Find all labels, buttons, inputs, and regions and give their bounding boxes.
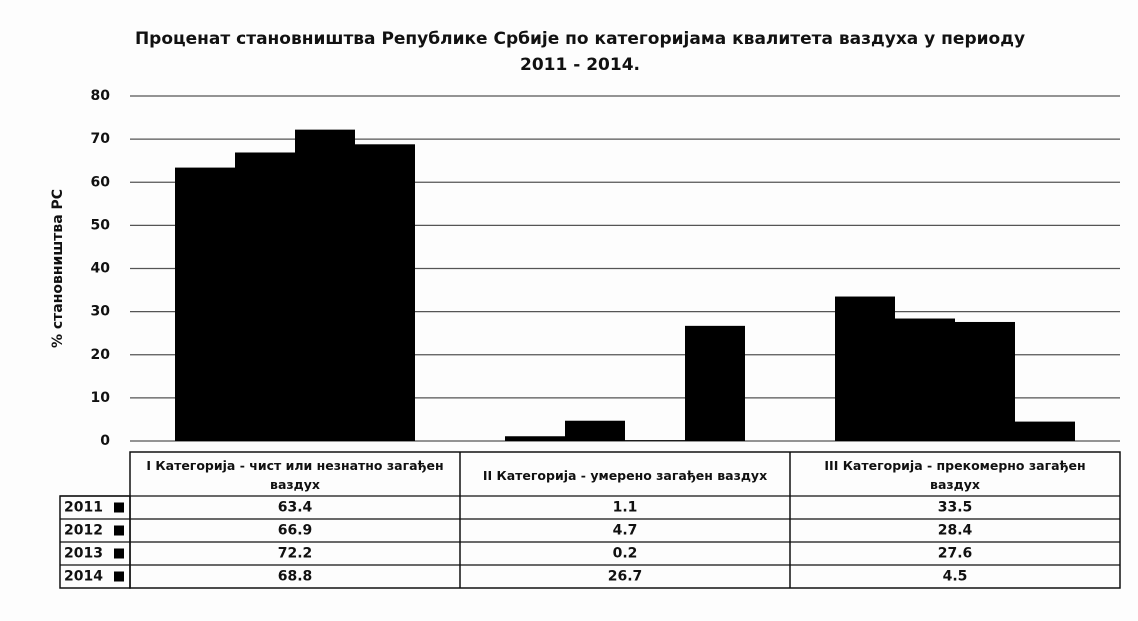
- y-tick-label: 70: [91, 131, 111, 147]
- table-value: 28.4: [938, 523, 973, 539]
- y-tick-label: 30: [91, 304, 111, 320]
- bar: [895, 318, 955, 441]
- category-label: I Категорија - чист или незнатно загађен…: [146, 458, 444, 492]
- y-tick-label: 40: [91, 261, 111, 277]
- table-value: 27.6: [938, 546, 973, 562]
- bar: [505, 436, 565, 441]
- bar: [235, 152, 295, 441]
- legend-key: [114, 548, 124, 559]
- category-label: II Категорија - умерено загађен ваздух: [482, 467, 768, 483]
- legend-label: 2013: [64, 546, 103, 562]
- table-value: 63.4: [278, 500, 313, 516]
- table-value: 0.2: [613, 546, 638, 562]
- table-value: 4.7: [613, 523, 638, 539]
- bar: [835, 296, 895, 441]
- table-value: 66.9: [278, 523, 313, 539]
- legend-label: 2012: [64, 523, 103, 539]
- bar: [355, 144, 415, 442]
- y-tick-label: 10: [91, 390, 111, 406]
- bar: [685, 325, 745, 441]
- table-value: 72.2: [278, 546, 313, 562]
- bar: [565, 420, 625, 441]
- y-tick-label: 0: [100, 433, 110, 449]
- bar: [625, 440, 685, 441]
- y-axis-label: % становништва РС: [50, 189, 66, 348]
- table-value: 26.7: [608, 569, 643, 585]
- legend-key: [114, 502, 124, 513]
- bar: [1015, 421, 1075, 441]
- legend-key: [114, 525, 124, 536]
- table-value: 68.8: [278, 569, 313, 585]
- bar: [295, 129, 355, 441]
- table-value: 1.1: [613, 500, 638, 516]
- table-value: 4.5: [943, 569, 968, 585]
- legend-label: 2014: [64, 569, 103, 585]
- table-value: 33.5: [938, 500, 973, 516]
- y-tick-label: 80: [91, 88, 111, 104]
- category-label: III Категорија - прекомерно загађен вазд…: [824, 458, 1086, 492]
- y-tick-label: 50: [91, 217, 111, 233]
- y-tick-label: 60: [91, 174, 111, 190]
- chart-title: Проценат становништва Републике Србије п…: [134, 29, 1026, 75]
- bar: [955, 321, 1015, 441]
- bar: [175, 167, 235, 441]
- legend-key: [114, 571, 124, 582]
- y-tick-label: 20: [91, 347, 111, 363]
- legend-label: 2011: [64, 500, 103, 516]
